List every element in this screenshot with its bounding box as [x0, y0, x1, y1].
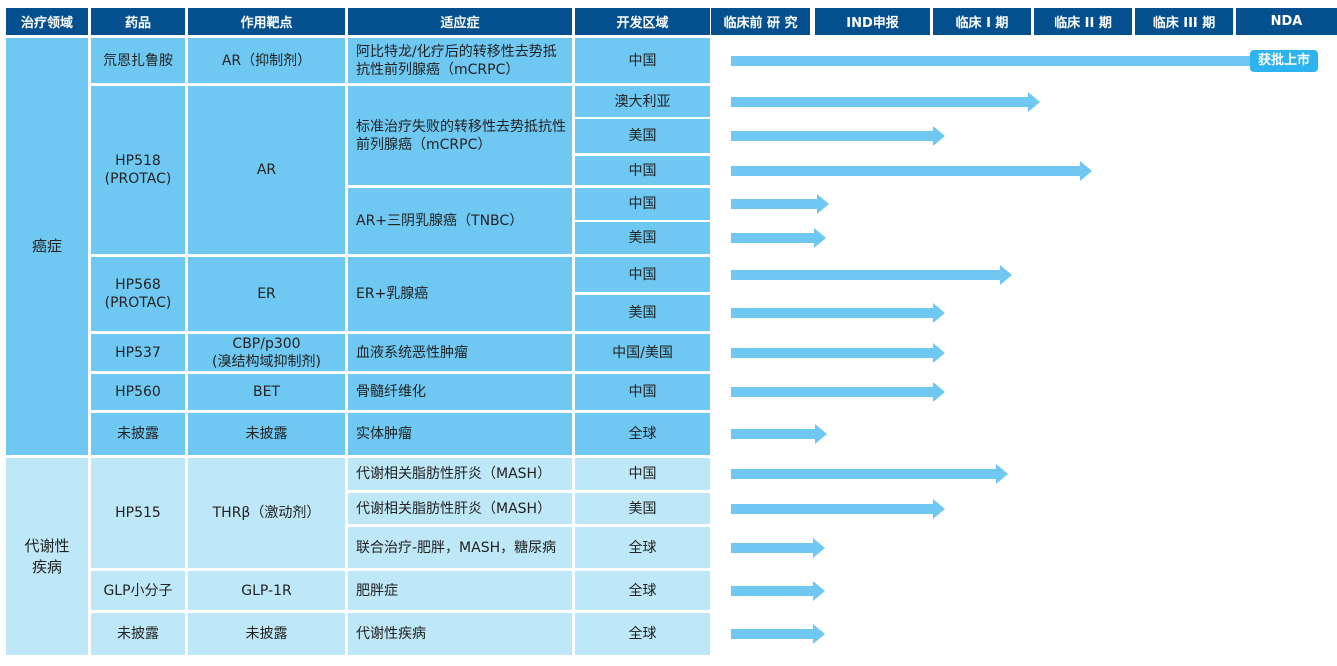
- progress-arrow-shaft: [731, 542, 813, 553]
- drug-cell: GLP小分子: [91, 571, 185, 610]
- indication-cell: ER+乳腺癌: [348, 257, 572, 331]
- indication-cell: 标准治疗失败的转移性去势抵抗性前列腺癌（mCRPC）: [348, 86, 572, 185]
- region-cell: 全球: [575, 413, 710, 455]
- indication-cell: 代谢相关脂肪性肝炎（MASH）: [348, 458, 572, 490]
- drug-cell: 未披露: [91, 413, 185, 455]
- region-cell: 全球: [575, 613, 710, 655]
- arrow-head-icon: [816, 194, 829, 214]
- indication-cell: 血液系统恶性肿瘤: [348, 334, 572, 371]
- target-cell: 未披露: [188, 613, 345, 655]
- region-cell: 澳大利亚: [575, 86, 710, 117]
- indication-cell: 代谢性疾病: [348, 613, 572, 655]
- stage-header-4: 临床 III 期: [1135, 8, 1233, 35]
- arrow-head-icon: [933, 382, 946, 402]
- arrow-head-icon: [933, 126, 946, 146]
- arrow-head-icon: [933, 498, 946, 519]
- header-0: 治疗领域: [6, 8, 88, 35]
- progress-arrow-shaft: [731, 199, 817, 209]
- region-cell: 中国: [575, 38, 710, 83]
- progress-bar: [731, 55, 1250, 66]
- header-3: 适应症: [348, 8, 572, 35]
- drug-cell: 氘恩扎鲁胺: [91, 38, 185, 83]
- target-cell: AR（抑制剂）: [188, 38, 345, 83]
- arrow-head-icon: [815, 424, 828, 444]
- arrow-head-icon: [1079, 160, 1092, 181]
- target-cell: CBP/p300 (溴结构域抑制剂): [188, 334, 345, 371]
- target-cell: ER: [188, 257, 345, 331]
- region-cell: 中国/美国: [575, 334, 710, 371]
- arrow-head-icon: [812, 624, 825, 644]
- header-4: 开发区域: [575, 8, 710, 35]
- progress-arrow-shaft: [731, 503, 934, 514]
- drug-cell: HP560: [91, 374, 185, 410]
- drug-cell: HP515: [91, 458, 185, 568]
- target-cell: THRβ（激动剂）: [188, 458, 345, 568]
- progress-arrow-shaft: [731, 469, 996, 479]
- region-cell: 中国: [575, 374, 710, 410]
- region-cell: 美国: [575, 222, 710, 254]
- header-1: 药品: [91, 8, 185, 35]
- target-cell: AR: [188, 86, 345, 254]
- indication-cell: 阿比特龙/化疗后的转移性去势抵抗性前列腺癌（mCRPC）: [348, 38, 572, 83]
- progress-arrow-shaft: [731, 387, 934, 397]
- region-cell: 美国: [575, 493, 710, 524]
- header-2: 作用靶点: [188, 8, 345, 35]
- arrow-head-icon: [812, 580, 825, 601]
- drug-cell: 未披露: [91, 613, 185, 655]
- stage-header-3: 临床 II 期: [1034, 8, 1132, 35]
- drug-cell: HP537: [91, 334, 185, 371]
- region-cell: 全球: [575, 527, 710, 568]
- therapeutic-area-cell: 代谢性 疾病: [6, 458, 88, 655]
- progress-arrow-shaft: [731, 585, 813, 596]
- stage-header-2: 临床 I 期: [933, 8, 1031, 35]
- region-cell: 中国: [575, 156, 710, 185]
- arrow-head-icon: [812, 537, 825, 558]
- region-cell: 美国: [575, 119, 710, 153]
- target-cell: GLP-1R: [188, 571, 345, 610]
- indication-cell: 代谢相关脂肪性肝炎（MASH）: [348, 493, 572, 524]
- region-cell: 中国: [575, 257, 710, 292]
- arrow-head-icon: [1028, 91, 1041, 112]
- progress-arrow-shaft: [731, 629, 813, 639]
- stage-header-5: NDA: [1236, 8, 1337, 35]
- indication-cell: 实体肿瘤: [348, 413, 572, 455]
- stage-header-0: 临床前 研 究: [711, 8, 810, 35]
- drug-cell: HP518 (PROTAC): [91, 86, 185, 254]
- progress-arrow-shaft: [731, 165, 1080, 176]
- progress-arrow-shaft: [731, 308, 934, 318]
- stage-header-1: IND申报: [815, 8, 930, 35]
- arrow-head-icon: [933, 303, 946, 323]
- progress-arrow-shaft: [731, 233, 815, 243]
- progress-arrow-shaft: [731, 131, 934, 141]
- target-cell: BET: [188, 374, 345, 410]
- arrow-head-icon: [814, 228, 827, 248]
- arrow-head-icon: [933, 342, 946, 363]
- drug-cell: HP568 (PROTAC): [91, 257, 185, 331]
- region-cell: 中国: [575, 458, 710, 490]
- indication-cell: 联合治疗-肥胖，MASH，糖尿病: [348, 527, 572, 568]
- arrow-head-icon: [999, 264, 1012, 285]
- indication-cell: AR+三阴乳腺癌（TNBC）: [348, 188, 572, 254]
- indication-cell: 肥胖症: [348, 571, 572, 610]
- progress-arrow-shaft: [731, 269, 1000, 280]
- region-cell: 全球: [575, 571, 710, 610]
- target-cell: 未披露: [188, 413, 345, 455]
- region-cell: 美国: [575, 295, 710, 331]
- approved-badge: 获批上市: [1250, 49, 1319, 72]
- progress-arrow-shaft: [731, 347, 934, 358]
- progress-arrow-shaft: [731, 96, 1029, 107]
- indication-cell: 骨髓纤维化: [348, 374, 572, 410]
- region-cell: 中国: [575, 188, 710, 220]
- progress-arrow-shaft: [731, 429, 816, 439]
- therapeutic-area-cell: 癌症: [6, 38, 88, 455]
- arrow-head-icon: [995, 464, 1008, 484]
